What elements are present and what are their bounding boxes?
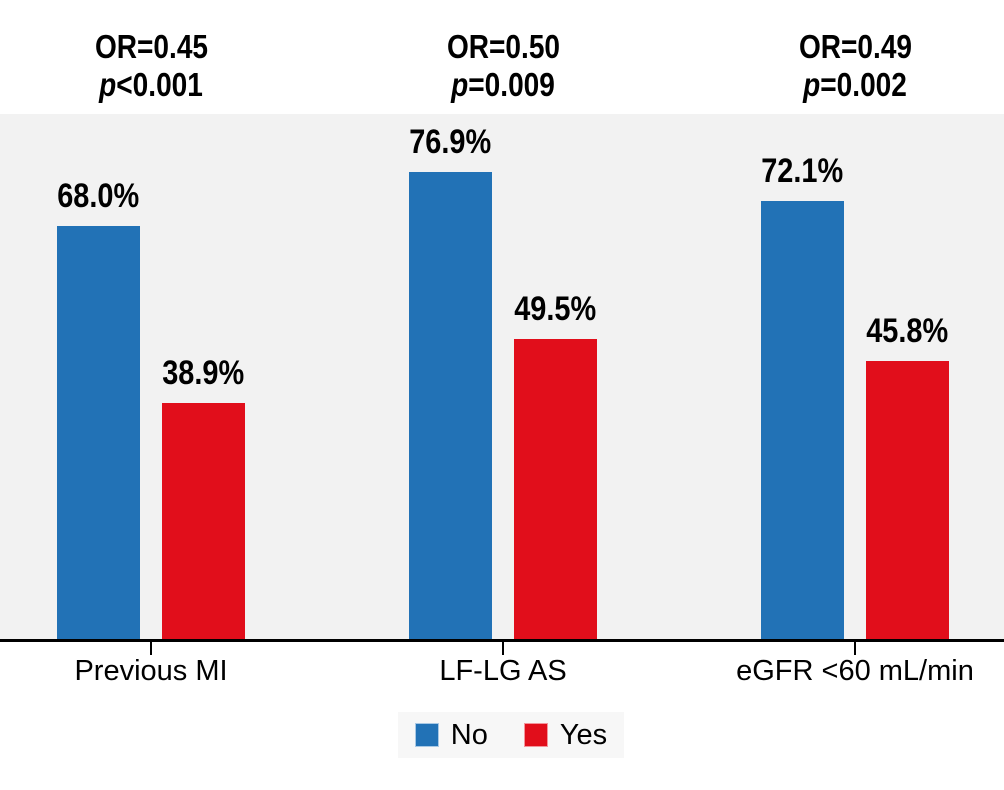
bar-no	[409, 172, 492, 639]
bar-value-label: 68.0%	[57, 177, 140, 215]
group-annotation: OR=0.49 p=0.002	[725, 28, 985, 104]
group-annotation: OR=0.45 p<0.001	[21, 28, 281, 104]
x-axis-label: Previous MI	[74, 655, 228, 687]
x-axis-tick	[854, 642, 856, 655]
p-value-label: p=0.009	[451, 66, 555, 103]
legend-item-no: No	[414, 718, 488, 752]
bar-yes	[514, 339, 597, 639]
bar-yes	[162, 403, 245, 639]
or-label: OR=0.50	[446, 28, 560, 65]
bar-value-label: 49.5%	[514, 290, 597, 328]
legend-swatch-yes-icon	[523, 723, 548, 747]
legend-label-yes: Yes	[559, 718, 608, 751]
group-annotation: OR=0.50 p=0.009	[373, 28, 633, 104]
bar-no	[57, 226, 140, 639]
bar-value-label: 38.9%	[162, 354, 245, 392]
x-axis-label: eGFR <60 mL/min	[736, 655, 974, 687]
legend: No Yes	[398, 712, 624, 758]
legend-swatch-no-icon	[414, 723, 439, 747]
bar-no	[761, 201, 844, 639]
p-value-label: p<0.001	[99, 66, 203, 103]
x-axis-line	[0, 639, 1004, 642]
bar-value-label: 72.1%	[761, 152, 844, 190]
x-axis-label: LF-LG AS	[439, 655, 567, 687]
bar-yes	[866, 361, 949, 639]
or-label: OR=0.45	[94, 28, 208, 65]
bar-value-label: 45.8%	[866, 312, 949, 350]
or-label: OR=0.49	[798, 28, 912, 65]
legend-item-yes: Yes	[523, 718, 608, 752]
bar-value-label: 76.9%	[409, 123, 492, 161]
legend-label-no: No	[450, 718, 488, 751]
p-value-label: p=0.002	[803, 66, 907, 103]
x-axis-tick	[150, 642, 152, 655]
x-axis-tick	[502, 642, 504, 655]
